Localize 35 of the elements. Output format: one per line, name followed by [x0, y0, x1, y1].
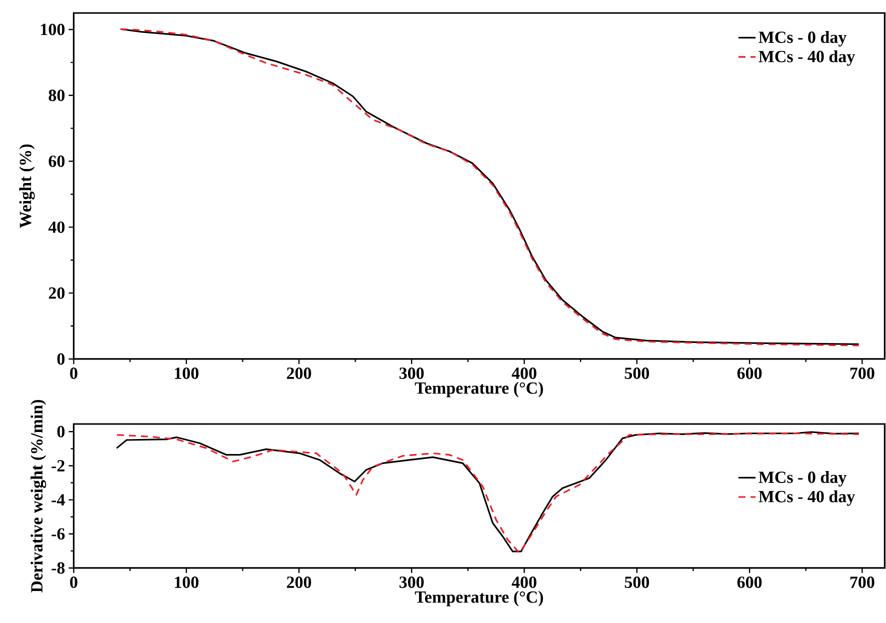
y-axis-title: Derivative weight (%/min) — [30, 400, 46, 592]
legend-label: MCs - 0 day — [758, 471, 846, 487]
y-axis-title: Weight (%) — [19, 144, 35, 228]
x-axis-title: Temperature (°C) — [414, 382, 543, 398]
y-tick-label: 0 — [57, 353, 65, 365]
x-tick-label: 400 — [512, 368, 536, 379]
y-tick-label: 0 — [57, 426, 65, 438]
x-tick-label: 700 — [850, 576, 874, 588]
x-tick-label: 600 — [737, 368, 762, 379]
x-tick-label: 700 — [850, 368, 874, 379]
x-tick-label: 0 — [70, 368, 78, 379]
y-tick-label: 20 — [48, 287, 65, 299]
legend-label: MCs - 40 day — [758, 50, 855, 66]
x-tick-label: 500 — [624, 368, 650, 379]
y-tick-label: 60 — [48, 156, 65, 168]
x-tick-label: 400 — [512, 576, 536, 588]
y-tick-label: 80 — [48, 90, 65, 102]
y-tick-label: -4 — [52, 494, 65, 506]
y-tick-label: -6 — [52, 528, 65, 540]
x-tick-label: 200 — [286, 576, 312, 588]
y-tick-label: 40 — [48, 221, 65, 233]
x-tick-label: 100 — [174, 576, 198, 588]
legend-label: MCs - 40 day — [758, 490, 855, 506]
x-tick-label: 300 — [400, 368, 424, 379]
x-tick-label: 300 — [400, 576, 424, 588]
x-tick-label: 0 — [70, 576, 78, 588]
y-tick-label: -8 — [52, 562, 65, 574]
x-axis-title: Temperature (°C) — [414, 590, 543, 606]
x-tick-label: 500 — [624, 576, 650, 588]
x-tick-label: 200 — [286, 368, 312, 379]
legend-label: MCs - 0 day — [758, 31, 846, 46]
y-tick-label: -2 — [52, 460, 64, 472]
y-tick-label: 100 — [41, 24, 65, 36]
x-tick-label: 100 — [174, 368, 198, 379]
x-tick-label: 600 — [737, 576, 762, 588]
